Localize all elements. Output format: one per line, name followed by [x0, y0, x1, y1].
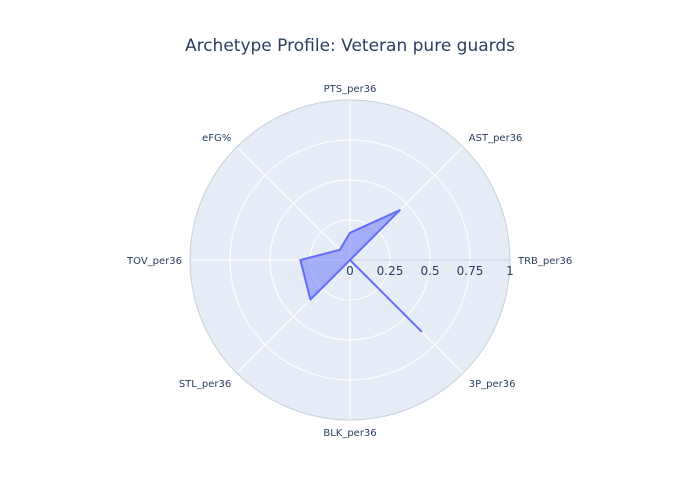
- angular-axis-label: AST_per36: [469, 133, 523, 144]
- radial-tick-label: 0.25: [377, 264, 404, 278]
- radial-tick-label: 0: [346, 264, 354, 278]
- angular-axis-label: STL_per36: [179, 379, 231, 390]
- radial-tick-label: 1: [506, 264, 514, 278]
- angular-axis-label: TOV_per36: [126, 256, 182, 267]
- angular-axis-label: BLK_per36: [323, 428, 376, 439]
- angular-axis-label: 3P_per36: [469, 379, 516, 390]
- radial-tick-label: 0.5: [420, 264, 439, 278]
- chart-title: Archetype Profile: Veteran pure guards: [185, 36, 515, 56]
- angular-axis-label: TRB_per36: [517, 256, 572, 267]
- angular-grid-line: [236, 146, 351, 261]
- radial-tick-label: 0.75: [457, 264, 484, 278]
- polar-plot-area: 0 0.25 0.5 0.75 1 PTS_per36 AST_per36 TRB_per36…: [126, 84, 572, 439]
- angular-axis-label: eFG%: [202, 133, 231, 144]
- angular-axis-label: PTS_per36: [324, 84, 377, 95]
